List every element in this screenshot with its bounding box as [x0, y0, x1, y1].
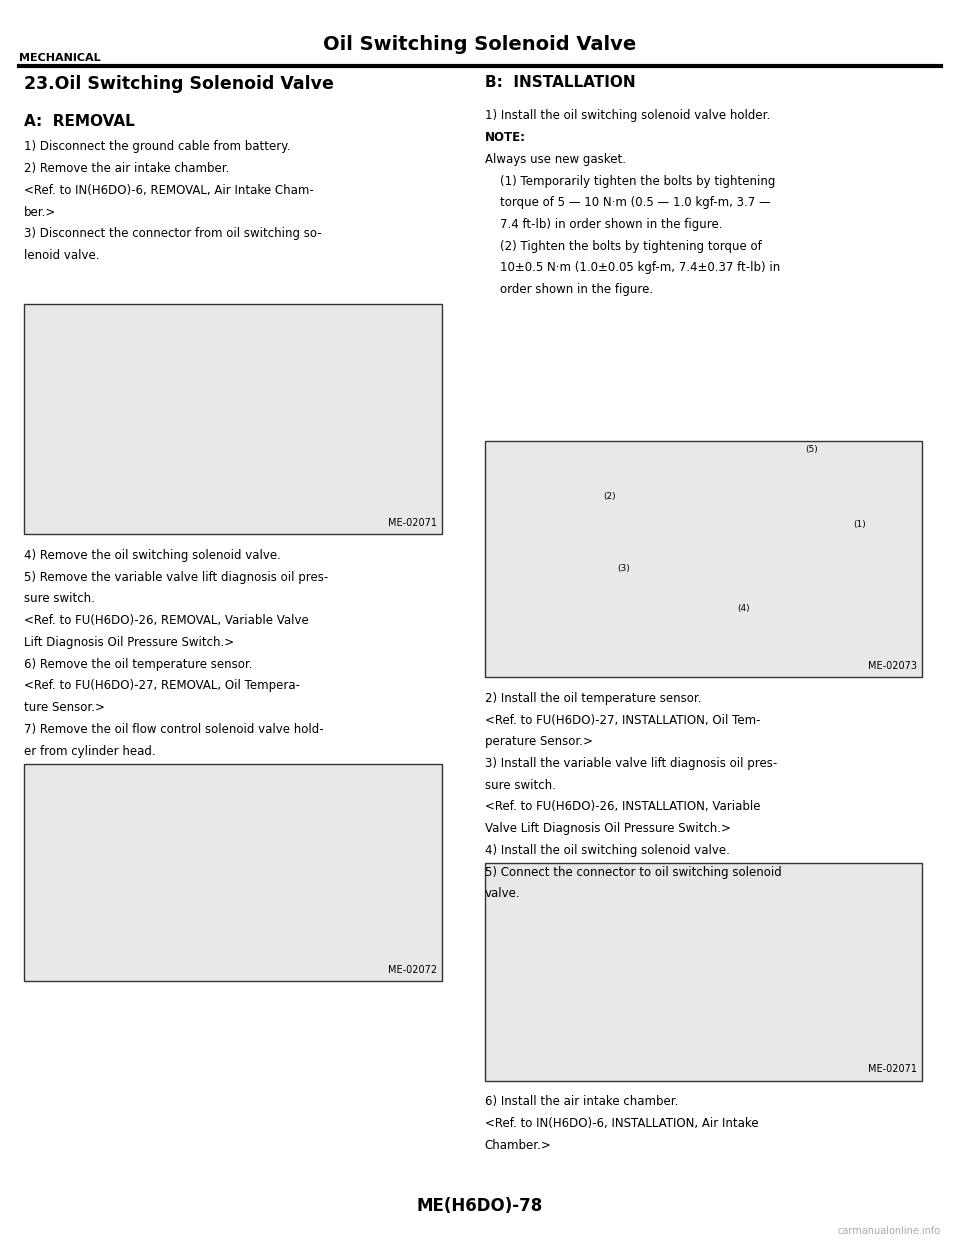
- Text: 3) Install the variable valve lift diagnosis oil pres-: 3) Install the variable valve lift diagn…: [485, 758, 777, 770]
- Text: 2) Install the oil temperature sensor.: 2) Install the oil temperature sensor.: [485, 692, 702, 704]
- Text: B:  INSTALLATION: B: INSTALLATION: [485, 75, 636, 89]
- Text: 1) Disconnect the ground cable from battery.: 1) Disconnect the ground cable from batt…: [24, 140, 290, 153]
- Text: order shown in the figure.: order shown in the figure.: [485, 283, 653, 296]
- Text: Always use new gasket.: Always use new gasket.: [485, 153, 626, 165]
- Text: Valve Lift Diagnosis Oil Pressure Switch.>: Valve Lift Diagnosis Oil Pressure Switch…: [485, 822, 731, 835]
- FancyBboxPatch shape: [24, 764, 442, 981]
- FancyBboxPatch shape: [485, 441, 922, 677]
- Text: (4): (4): [737, 604, 751, 614]
- Text: ture Sensor.>: ture Sensor.>: [24, 700, 105, 714]
- Text: carmanualonline.info: carmanualonline.info: [838, 1226, 941, 1236]
- Text: ME-02071: ME-02071: [388, 518, 437, 528]
- Text: 4) Install the oil switching solenoid valve.: 4) Install the oil switching solenoid va…: [485, 845, 730, 857]
- Text: NOTE:: NOTE:: [485, 130, 526, 144]
- Text: 5) Remove the variable valve lift diagnosis oil pres-: 5) Remove the variable valve lift diagno…: [24, 570, 328, 584]
- Text: 6) Remove the oil temperature sensor.: 6) Remove the oil temperature sensor.: [24, 657, 252, 671]
- Text: ber.>: ber.>: [24, 205, 57, 219]
- Text: valve.: valve.: [485, 888, 520, 900]
- Text: 4) Remove the oil switching solenoid valve.: 4) Remove the oil switching solenoid val…: [24, 549, 281, 561]
- Text: perature Sensor.>: perature Sensor.>: [485, 735, 592, 748]
- Text: 7.4 ft-lb) in order shown in the figure.: 7.4 ft-lb) in order shown in the figure.: [485, 217, 722, 231]
- Text: <Ref. to FU(H6DO)-26, REMOVAL, Variable Valve: <Ref. to FU(H6DO)-26, REMOVAL, Variable …: [24, 614, 309, 627]
- Text: (1) Temporarily tighten the bolts by tightening: (1) Temporarily tighten the bolts by tig…: [485, 174, 775, 188]
- Text: Chamber.>: Chamber.>: [485, 1139, 552, 1151]
- Text: 7) Remove the oil flow control solenoid valve hold-: 7) Remove the oil flow control solenoid …: [24, 723, 324, 735]
- Text: <Ref. to FU(H6DO)-26, INSTALLATION, Variable: <Ref. to FU(H6DO)-26, INSTALLATION, Vari…: [485, 801, 760, 814]
- Text: <Ref. to FU(H6DO)-27, REMOVAL, Oil Tempera-: <Ref. to FU(H6DO)-27, REMOVAL, Oil Tempe…: [24, 679, 300, 692]
- Text: 3) Disconnect the connector from oil switching so-: 3) Disconnect the connector from oil swi…: [24, 227, 322, 240]
- Text: sure switch.: sure switch.: [485, 779, 556, 791]
- Text: 5) Connect the connector to oil switching solenoid: 5) Connect the connector to oil switchin…: [485, 866, 781, 878]
- Text: (3): (3): [617, 564, 631, 574]
- Text: ME-02072: ME-02072: [388, 965, 437, 975]
- Text: ME-02073: ME-02073: [868, 661, 917, 671]
- FancyBboxPatch shape: [24, 304, 442, 534]
- Text: <Ref. to IN(H6DO)-6, REMOVAL, Air Intake Cham-: <Ref. to IN(H6DO)-6, REMOVAL, Air Intake…: [24, 184, 314, 196]
- Text: (2) Tighten the bolts by tightening torque of: (2) Tighten the bolts by tightening torq…: [485, 240, 761, 252]
- Text: 23.Oil Switching Solenoid Valve: 23.Oil Switching Solenoid Valve: [24, 75, 334, 92]
- Text: A:  REMOVAL: A: REMOVAL: [24, 114, 134, 129]
- Text: lenoid valve.: lenoid valve.: [24, 248, 100, 262]
- Text: sure switch.: sure switch.: [24, 592, 95, 605]
- Text: ME(H6DO)-78: ME(H6DO)-78: [417, 1197, 543, 1215]
- Text: 2) Remove the air intake chamber.: 2) Remove the air intake chamber.: [24, 161, 229, 175]
- Text: er from cylinder head.: er from cylinder head.: [24, 744, 156, 758]
- Text: (2): (2): [603, 492, 616, 502]
- Text: (5): (5): [804, 445, 818, 455]
- Text: 6) Install the air intake chamber.: 6) Install the air intake chamber.: [485, 1095, 678, 1108]
- Text: MECHANICAL: MECHANICAL: [19, 53, 101, 63]
- Text: 1) Install the oil switching solenoid valve holder.: 1) Install the oil switching solenoid va…: [485, 109, 770, 122]
- FancyBboxPatch shape: [485, 863, 922, 1081]
- Text: <Ref. to IN(H6DO)-6, INSTALLATION, Air Intake: <Ref. to IN(H6DO)-6, INSTALLATION, Air I…: [485, 1118, 758, 1130]
- Text: ME-02071: ME-02071: [868, 1064, 917, 1074]
- Text: <Ref. to FU(H6DO)-27, INSTALLATION, Oil Tem-: <Ref. to FU(H6DO)-27, INSTALLATION, Oil …: [485, 713, 760, 727]
- Text: Oil Switching Solenoid Valve: Oil Switching Solenoid Valve: [324, 35, 636, 53]
- Text: torque of 5 — 10 N·m (0.5 — 1.0 kgf-m, 3.7 —: torque of 5 — 10 N·m (0.5 — 1.0 kgf-m, 3…: [485, 196, 771, 209]
- Text: 10±0.5 N·m (1.0±0.05 kgf-m, 7.4±0.37 ft-lb) in: 10±0.5 N·m (1.0±0.05 kgf-m, 7.4±0.37 ft-…: [485, 261, 780, 274]
- Text: (1): (1): [852, 519, 866, 529]
- Text: Lift Diagnosis Oil Pressure Switch.>: Lift Diagnosis Oil Pressure Switch.>: [24, 636, 234, 648]
